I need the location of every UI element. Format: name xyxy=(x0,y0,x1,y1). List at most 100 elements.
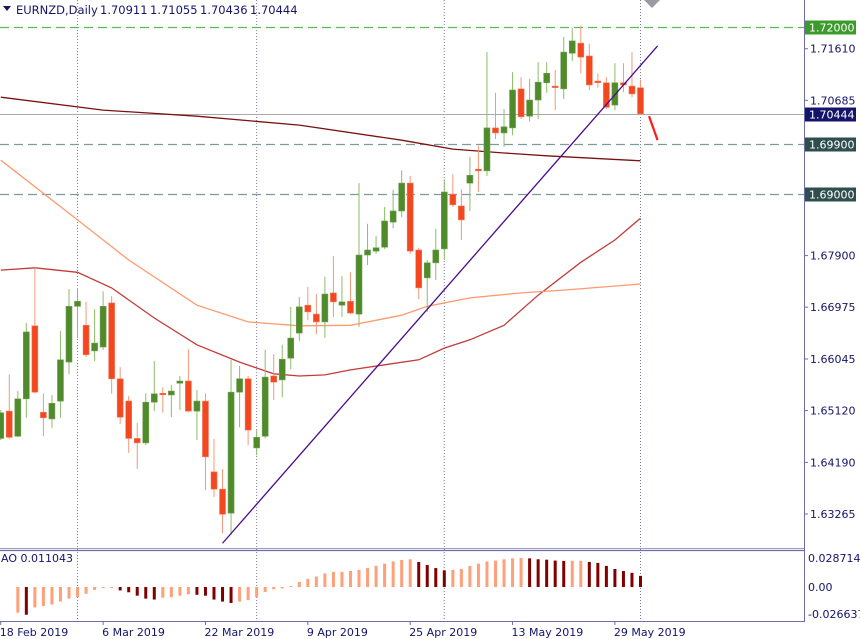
moving-averages xyxy=(0,96,641,377)
candle xyxy=(441,179,448,261)
candle-body-bearish xyxy=(270,375,278,383)
ao-bar xyxy=(16,587,20,613)
ao-tick-label: -0.026637 xyxy=(808,608,860,621)
candle xyxy=(5,374,13,439)
candle-body-bullish xyxy=(355,254,363,315)
price-tick-label: 1.70685 xyxy=(810,94,856,107)
candle xyxy=(287,306,295,370)
ao-bar xyxy=(323,573,327,587)
ao-bar xyxy=(621,571,625,587)
candle-body-bearish xyxy=(108,302,115,380)
candle xyxy=(193,389,201,441)
candle-body-bearish xyxy=(406,182,414,252)
ao-bar xyxy=(306,578,310,587)
candle-body-bullish xyxy=(99,306,107,348)
candle-body-bullish xyxy=(227,391,235,514)
ao-bar xyxy=(289,586,293,588)
candle xyxy=(449,174,457,208)
candle-body-bullish xyxy=(560,51,568,90)
candle-body-bearish xyxy=(449,193,457,206)
horizontal-levels[interactable] xyxy=(0,26,804,196)
candle xyxy=(23,323,30,418)
candle xyxy=(364,223,371,266)
ao-bar xyxy=(67,587,71,599)
candle-body-bearish xyxy=(517,88,525,118)
triangle-down-icon[interactable] xyxy=(3,6,11,11)
candle-body-bearish xyxy=(551,85,559,88)
candle xyxy=(142,393,150,446)
time-tick-label: 13 May 2019 xyxy=(512,626,584,639)
candle xyxy=(253,430,260,456)
candle xyxy=(150,360,158,412)
candle xyxy=(500,108,508,147)
candle xyxy=(338,276,346,317)
trendline[interactable] xyxy=(222,45,659,544)
ao-bar xyxy=(630,572,634,587)
candle-body-bearish xyxy=(415,249,423,289)
candle xyxy=(270,354,278,400)
candle xyxy=(458,189,465,240)
ao-bar xyxy=(408,559,412,587)
candle-body-bullish xyxy=(381,220,388,248)
ao-bar xyxy=(604,565,608,587)
candle xyxy=(526,78,533,122)
candle-body-bullish xyxy=(142,401,150,444)
ao-bar xyxy=(613,568,617,587)
price-tick-label: 1.71610 xyxy=(810,43,856,56)
chart-shift-marker-icon[interactable] xyxy=(644,0,660,8)
candle xyxy=(347,272,354,315)
ao-tick-label: 0.00 xyxy=(808,581,833,594)
candle-body-bullish xyxy=(236,378,243,393)
candle-body-bearish xyxy=(304,304,312,313)
ao-bar xyxy=(536,559,540,587)
candle xyxy=(159,387,167,413)
moving-average-line-ma-slow xyxy=(0,96,641,162)
candle-body-bullish xyxy=(65,306,73,363)
time-tick-label: 22 Mar 2019 xyxy=(204,626,274,639)
ao-bar xyxy=(400,559,404,587)
ao-bar xyxy=(587,562,591,587)
candle xyxy=(568,28,576,62)
ao-bar xyxy=(41,587,45,606)
ao-bar xyxy=(451,569,455,587)
price-tick-label: 1.65120 xyxy=(810,405,856,418)
candle xyxy=(185,349,192,413)
ao-bar xyxy=(579,560,583,587)
candles xyxy=(0,25,644,535)
candle xyxy=(176,375,184,411)
price-tick-label: 1.66975 xyxy=(810,301,856,314)
candle xyxy=(74,287,81,339)
ao-bar xyxy=(348,571,352,587)
candle-body-bullish xyxy=(526,99,533,117)
candle-body-bearish xyxy=(313,313,320,323)
ao-bar xyxy=(93,587,97,590)
candle xyxy=(466,156,474,211)
candle-body-bearish xyxy=(31,325,39,393)
candle xyxy=(219,469,226,534)
candle xyxy=(304,286,312,321)
candle xyxy=(125,396,132,453)
candle xyxy=(594,73,602,88)
candle-body-bullish xyxy=(398,182,405,212)
ao-bar xyxy=(485,561,489,587)
candle xyxy=(492,92,499,140)
drawn-objects[interactable] xyxy=(222,45,659,544)
ao-bar xyxy=(24,587,28,615)
candle-body-bearish xyxy=(159,392,167,396)
ao-bar xyxy=(33,587,37,608)
candle-body-bullish xyxy=(74,300,81,307)
candle-body-bearish xyxy=(5,410,13,438)
forecast-arrow-line[interactable] xyxy=(647,115,659,141)
time-tick-label: 25 Apr 2019 xyxy=(409,626,477,639)
ao-bar xyxy=(374,565,378,587)
ao-tick-label: 0.028714 xyxy=(808,552,860,565)
candle xyxy=(381,207,388,249)
ao-bar xyxy=(417,562,421,587)
candle-body-bullish xyxy=(261,376,269,437)
ao-bar xyxy=(459,568,463,587)
candle xyxy=(551,69,559,111)
candle xyxy=(534,62,542,119)
candle xyxy=(483,52,491,176)
candle-body-bearish xyxy=(492,127,499,134)
